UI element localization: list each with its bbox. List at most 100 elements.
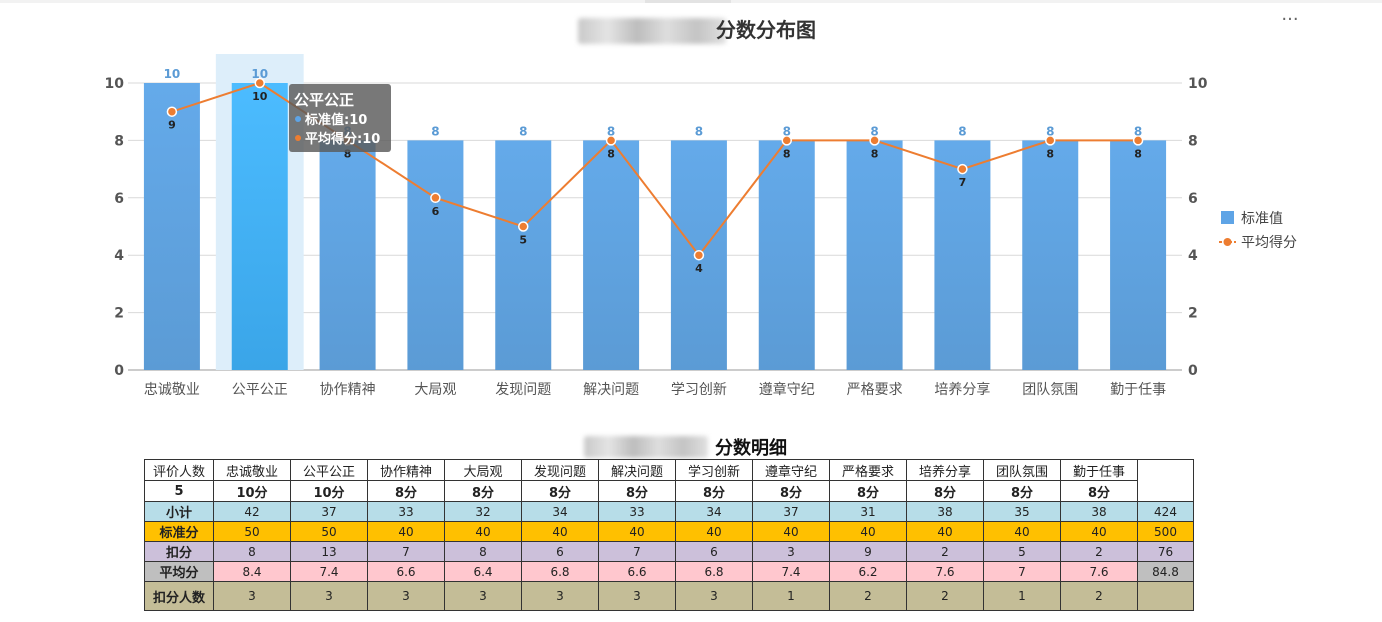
y-tick-label-right: 8 bbox=[1188, 133, 1198, 149]
table-cell: 6 bbox=[675, 541, 753, 562]
x-tick-label: 解决问题 bbox=[583, 382, 639, 398]
y-tick-label-right: 10 bbox=[1188, 76, 1208, 92]
bar-standard-2[interactable] bbox=[231, 83, 288, 370]
legend-swatch-standard[interactable] bbox=[1221, 211, 1234, 224]
x-tick-label: 严格要求 bbox=[847, 382, 903, 398]
avg-score-label: 10 bbox=[252, 90, 268, 103]
legend-label-avg[interactable]: 平均得分 bbox=[1241, 234, 1297, 251]
table-cell: 1 bbox=[983, 581, 1061, 611]
table-row: 平均分 8.4 7.4 6.6 6.4 6.8 6.6 6.8 7.4 6.2 7.6 7 7.6 84.… bbox=[144, 561, 1194, 582]
avg-score-point-1[interactable] bbox=[166, 106, 178, 117]
bar-value-label: 10 bbox=[164, 67, 181, 81]
bar-standard-11[interactable] bbox=[1022, 140, 1079, 370]
score-detail-table: 评价人数 忠诚敬业 公平公正 协作精神 大局观 发现问题 解决问题 学习创新 遵章守纪 严格要求培… bbox=[144, 459, 1194, 611]
table-cell: 2 bbox=[829, 581, 907, 611]
table-cell: 35 bbox=[983, 501, 1061, 522]
bar-standard-9[interactable] bbox=[846, 140, 903, 370]
column-full-score: 10分 bbox=[213, 480, 291, 502]
legend-marker-avg[interactable] bbox=[1223, 238, 1232, 246]
avg-score-point-10[interactable] bbox=[957, 163, 968, 175]
avg-score-point-11[interactable] bbox=[1045, 135, 1056, 146]
table-cell: 40 bbox=[752, 521, 830, 542]
avg-score-point-12[interactable] bbox=[1132, 135, 1144, 146]
column-full-score: 8分 bbox=[1060, 480, 1138, 502]
y-tick-label-right: 4 bbox=[1188, 248, 1198, 264]
y-tick-label-left: 0 bbox=[114, 363, 124, 379]
column-full-score: 8分 bbox=[752, 480, 830, 502]
bar-standard-3[interactable] bbox=[319, 140, 376, 370]
table-cell: 37 bbox=[752, 501, 830, 522]
avg-score-point-5[interactable] bbox=[518, 221, 529, 232]
tooltip-box bbox=[289, 84, 391, 152]
row-label: 标准分 bbox=[144, 521, 214, 542]
y-tick-label-left: 8 bbox=[114, 133, 124, 149]
avg-score-point-8[interactable] bbox=[781, 135, 792, 146]
table-cell: 40 bbox=[367, 521, 445, 542]
y-tick-label-right: 2 bbox=[1188, 306, 1198, 322]
avg-score-label: 6 bbox=[432, 205, 440, 218]
table-cell: 38 bbox=[906, 501, 984, 522]
column-full-score: 8分 bbox=[444, 480, 522, 502]
x-tick-label: 大局观 bbox=[414, 382, 456, 398]
table-cell: 5 bbox=[983, 541, 1061, 562]
row-total: 500 bbox=[1137, 521, 1194, 542]
avg-score-point-9[interactable] bbox=[869, 135, 880, 146]
table-cell: 8 bbox=[213, 541, 291, 562]
bar-standard-8[interactable] bbox=[758, 140, 815, 370]
avg-score-label: 8 bbox=[1046, 147, 1054, 160]
bar-standard-12[interactable] bbox=[1110, 140, 1167, 370]
avg-score-point-7[interactable] bbox=[693, 249, 705, 261]
y-tick-label-right: 6 bbox=[1188, 191, 1198, 207]
table-cell: 50 bbox=[213, 521, 291, 542]
bar-standard-5[interactable] bbox=[495, 140, 552, 370]
table-cell: 40 bbox=[521, 521, 599, 542]
x-tick-label: 勤于任事 bbox=[1110, 382, 1166, 398]
table-cell: 3 bbox=[598, 581, 676, 611]
table-cell: 7.6 bbox=[906, 561, 984, 582]
column-header: 学习创新 bbox=[675, 459, 753, 481]
tooltip-marker-standard bbox=[295, 116, 301, 122]
column-header: 公平公正 bbox=[290, 459, 368, 481]
column-header: 遵章守纪 bbox=[752, 459, 830, 481]
table-cell: 40 bbox=[675, 521, 753, 542]
bar-standard-10[interactable] bbox=[934, 140, 991, 370]
table-cell: 34 bbox=[675, 501, 753, 522]
header-evaluator-count-value: 5 bbox=[144, 480, 214, 502]
tooltip-line-avg: 平均得分:10 bbox=[305, 131, 380, 147]
avg-score-point-2[interactable] bbox=[254, 77, 265, 89]
table-cell: 8 bbox=[444, 541, 522, 562]
table-cell: 33 bbox=[367, 501, 445, 522]
redacted-table-title-prefix bbox=[584, 436, 708, 458]
table-cell: 31 bbox=[829, 501, 907, 522]
x-tick-label: 遵章守纪 bbox=[759, 381, 815, 398]
table-header-row: 评价人数 忠诚敬业 公平公正 协作精神 大局观 发现问题 解决问题 学习创新 遵章守纪 严格要求培… bbox=[144, 459, 1194, 502]
avg-score-label: 8 bbox=[344, 147, 352, 160]
x-tick-label: 培养分享 bbox=[934, 381, 990, 398]
table-cell: 7 bbox=[983, 561, 1061, 582]
table-cell: 7 bbox=[367, 541, 445, 562]
header-total-blank bbox=[1137, 459, 1194, 502]
tooltip-title: 公平公正 bbox=[294, 91, 354, 109]
bar-value-label: 8 bbox=[783, 124, 791, 138]
more-options-button[interactable]: ··· bbox=[1281, 9, 1299, 30]
bar-value-label: 8 bbox=[1134, 124, 1142, 138]
column-header: 勤于任事 bbox=[1060, 459, 1138, 481]
table-cell: 40 bbox=[906, 521, 984, 542]
table-cell: 3 bbox=[213, 581, 291, 611]
tooltip-marker-avg bbox=[295, 135, 301, 141]
bar-standard-6[interactable] bbox=[583, 140, 640, 370]
bar-standard-1[interactable] bbox=[143, 83, 200, 370]
avg-score-point-4[interactable] bbox=[430, 192, 441, 204]
avg-score-point-6[interactable] bbox=[605, 135, 617, 146]
row-total: 84.8 bbox=[1137, 561, 1194, 582]
column-header: 大局观 bbox=[444, 459, 522, 481]
x-tick-label: 学习创新 bbox=[671, 382, 727, 398]
redacted-title-prefix bbox=[578, 18, 726, 44]
bar-standard-4[interactable] bbox=[407, 140, 464, 370]
row-total: 76 bbox=[1137, 541, 1194, 562]
table-cell: 3 bbox=[367, 581, 445, 611]
legend-label-standard[interactable]: 标准值 bbox=[1241, 211, 1283, 227]
chart-title-text: 分数分布图 bbox=[716, 18, 816, 42]
y-tick-label-left: 6 bbox=[114, 191, 124, 207]
column-header: 严格要求 bbox=[829, 459, 907, 481]
